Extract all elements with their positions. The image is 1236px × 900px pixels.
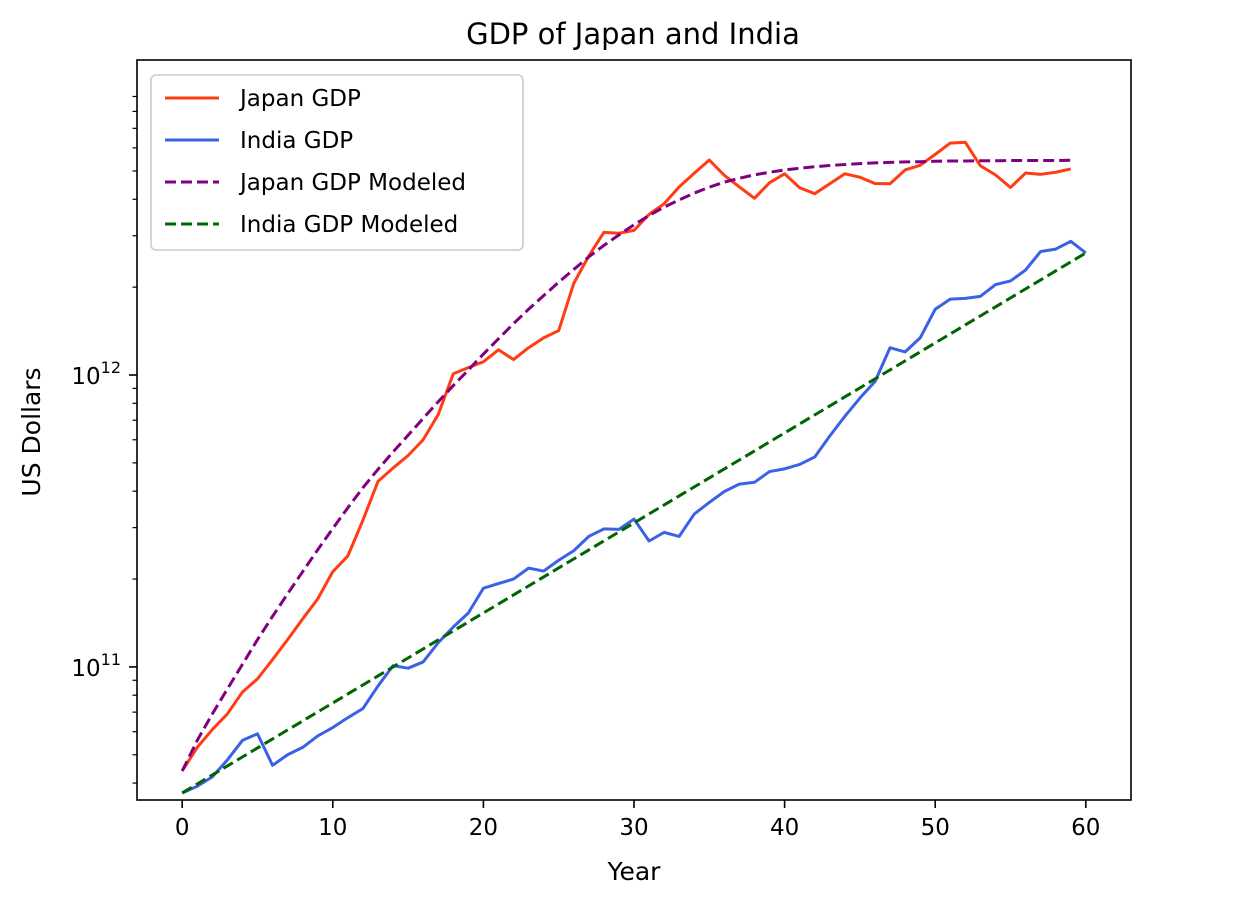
- y-tick-label: 1011: [71, 650, 121, 682]
- y-axis: 1011 1012: [71, 95, 137, 784]
- series-line-india-gdp: [181, 239, 1087, 795]
- x-tick-label: 50: [921, 815, 950, 841]
- legend: Japan GDP India GDP Japan GDP Modeled India…: [150, 74, 524, 251]
- legend-box: [150, 74, 524, 251]
- chart-title: GDP of Japan and India: [466, 17, 800, 51]
- plot-area: [180, 140, 1087, 795]
- series-line-japan-gdp-modeled: [180, 158, 1071, 772]
- x-tick-label: 30: [619, 815, 648, 841]
- x-tick-label: 40: [770, 815, 799, 841]
- x-tick-label: 10: [318, 815, 347, 841]
- legend-label: Japan GDP Modeled: [238, 170, 466, 196]
- y-axis-label: US Dollars: [17, 367, 46, 496]
- x-tick-label: 20: [469, 815, 498, 841]
- y-tick-label: 1012: [71, 358, 121, 390]
- legend-label: India GDP Modeled: [240, 212, 458, 238]
- x-tick-label: 60: [1071, 815, 1100, 841]
- x-tick-label: 0: [175, 815, 190, 841]
- x-axis: 0 10 20 30 40 50 60: [175, 800, 1100, 841]
- series-line-japan-gdp: [180, 140, 1072, 772]
- legend-label: Japan GDP: [238, 86, 361, 112]
- legend-label: India GDP: [240, 128, 353, 154]
- x-axis-label: Year: [607, 857, 662, 886]
